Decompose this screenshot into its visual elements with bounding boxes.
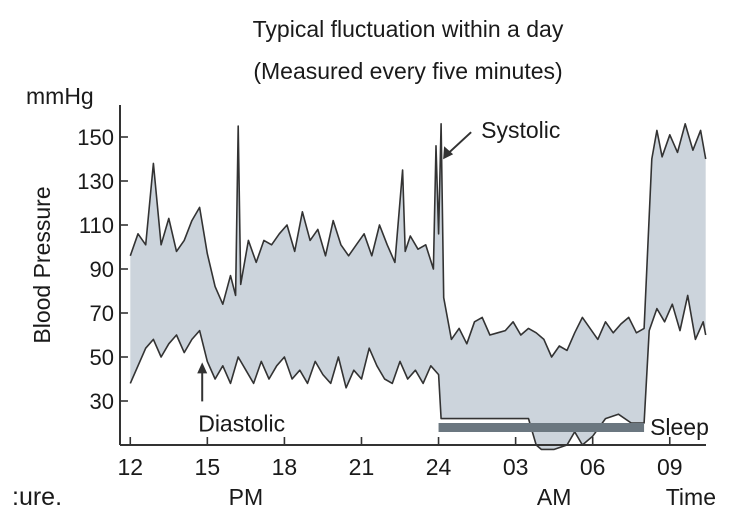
x-tick-label: 24 (426, 454, 452, 480)
series-lines (129, 123, 707, 451)
sleep-label: Sleep (650, 414, 709, 440)
y-tick-label: 50 (90, 345, 114, 370)
y-tick-label: 150 (77, 125, 114, 150)
caption-fragment: :ure. (12, 483, 62, 511)
series-line-diastolic (129, 294, 707, 451)
x-axis-label: Time (666, 484, 716, 510)
range-fill (130, 123, 706, 450)
annotations: Systolic Diastolic (197, 117, 560, 436)
diastolic-arrow-head (197, 362, 208, 374)
chart-subtitle: (Measured every five minutes) (253, 58, 562, 84)
x-tick-label: 09 (657, 454, 683, 480)
y-tick-label: 30 (90, 389, 114, 414)
x-tick-label: 18 (272, 454, 298, 480)
bp-range-area (130, 123, 706, 450)
series-line-systolic (129, 123, 707, 358)
x-tick-label: 21 (349, 454, 375, 480)
sleep-bar (438, 423, 645, 432)
x-tick-label: 15 (195, 454, 221, 480)
y-tick-label: 70 (90, 301, 114, 326)
sleep-indicator: Sleep (438, 414, 709, 440)
diastolic-annotation: Diastolic (198, 410, 285, 436)
y-unit-label: mmHg (26, 83, 94, 109)
y-tick-label: 90 (90, 257, 114, 282)
period-label: AM (537, 484, 572, 510)
x-tick-label: 03 (503, 454, 529, 480)
x-ticks: 12 15 18 21 24 03 06 09 (117, 437, 683, 480)
y-tick-label: 130 (77, 169, 114, 194)
period-label: PM (229, 484, 264, 510)
x-tick-label: 06 (580, 454, 606, 480)
y-ticks: 30 50 70 90 110 130 150 (77, 125, 128, 414)
systolic-arrow-head (443, 146, 454, 160)
y-tick-label: 110 (79, 213, 114, 238)
chart-title: Typical fluctuation within a day (253, 16, 564, 42)
axes (119, 105, 706, 446)
x-tick-label: 12 (117, 454, 143, 480)
systolic-annotation: Systolic (481, 117, 560, 143)
period-labels: PM AM (229, 484, 572, 510)
y-axis-label: Blood Pressure (29, 186, 55, 343)
